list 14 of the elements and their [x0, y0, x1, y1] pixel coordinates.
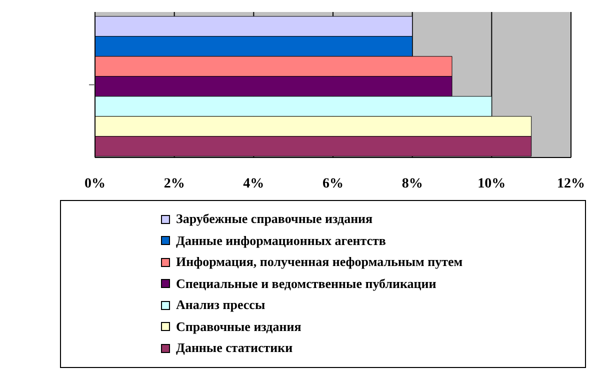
x-tick-label: 4% — [243, 176, 264, 192]
legend-label: Зарубежные справочные издания — [176, 211, 373, 228]
legend-label: Данные информационных агентств — [176, 232, 386, 249]
legend-label: Справочные издания — [176, 318, 302, 335]
x-tick-label: 6% — [322, 176, 344, 192]
x-tick-label: 0% — [84, 176, 106, 192]
x-tick-label: 2% — [164, 176, 185, 192]
x-tick-label: 12% — [557, 176, 585, 192]
legend-label: Анализ прессы — [176, 297, 266, 314]
x-tick-label: 8% — [402, 176, 423, 192]
legend-label: Специальные и ведомственные публикации — [176, 276, 436, 292]
x-tick-label: 10% — [478, 176, 506, 192]
legend-label: Данные статистики — [176, 340, 293, 356]
legend-label: Информация, полученная неформальным путем — [176, 254, 463, 270]
